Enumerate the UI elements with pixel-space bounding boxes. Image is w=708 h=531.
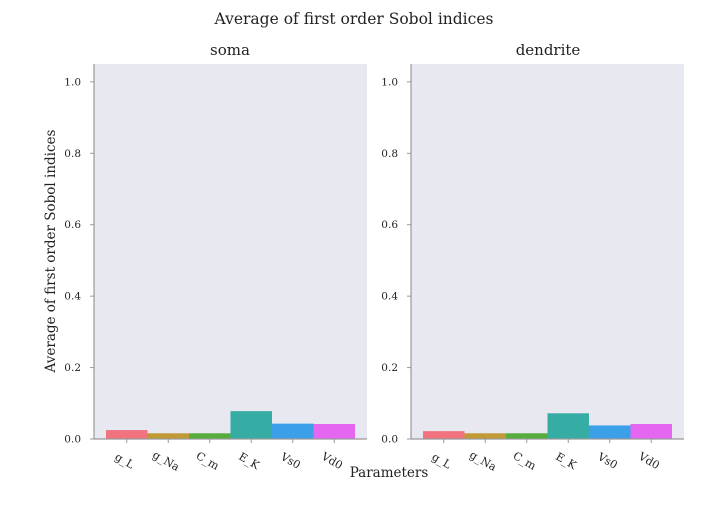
- soma-bar-g-l: [106, 430, 148, 439]
- soma-bar-c-m: [189, 433, 231, 439]
- dendrite-bar-vd0: [630, 424, 672, 439]
- soma-bar-vs0: [272, 423, 314, 439]
- dendrite-bar-vs0: [589, 425, 631, 439]
- figure-title: Average of first order Sobol indices: [214, 10, 494, 28]
- soma-y-tick-label: 0.2: [64, 362, 81, 374]
- soma-bar-vd0: [313, 424, 355, 439]
- dendrite-x-tick-label: g_Na: [467, 448, 499, 474]
- y-axis-label: Average of first order Sobol indices: [43, 129, 59, 373]
- dendrite-bar-g-l: [423, 431, 465, 439]
- dendrite-y-tick-label: 1.0: [381, 76, 398, 88]
- soma-x-tick-label: g_Na: [150, 448, 182, 474]
- dendrite-bar-c-m: [506, 433, 548, 439]
- dendrite-x-tick-label: E_K: [553, 450, 579, 473]
- dendrite-y-tick-label: 0.2: [381, 362, 398, 374]
- dendrite-panel-title: dendrite: [516, 41, 581, 59]
- dendrite-plot-area: [411, 64, 684, 439]
- soma-y-tick-label: 0.0: [64, 434, 81, 446]
- soma-x-tick-label: E_K: [236, 450, 262, 473]
- soma-x-tick-label: Vd0: [318, 449, 344, 472]
- soma-y-tick-label: 0.4: [64, 291, 81, 303]
- dendrite-y-tick-label: 0.6: [381, 219, 398, 231]
- soma-panel-title: soma: [210, 41, 250, 59]
- soma-bar-e-k: [230, 411, 272, 439]
- soma-x-tick-label: g_L: [113, 450, 137, 472]
- dendrite-y-tick-label: 0.4: [381, 291, 398, 303]
- dendrite-bar-g-na: [464, 433, 506, 439]
- dendrite-y-tick-label: 0.0: [381, 434, 398, 446]
- dendrite-x-tick-label: g_L: [430, 450, 454, 472]
- dendrite-x-tick-label: C_m: [511, 449, 539, 473]
- dendrite-x-tick-label: Vd0: [635, 449, 661, 472]
- soma-y-tick-label: 0.8: [64, 148, 81, 160]
- dendrite-x-tick-label: Vs0: [594, 450, 619, 472]
- soma-panel: soma g_L g_Na C_m E_K Vs0 Vd0 0.0 0.2 0.4 0.6 0.8 1…: [64, 41, 367, 474]
- dendrite-y-tick-label: 0.8: [381, 148, 398, 160]
- soma-y-tick-label: 1.0: [64, 76, 81, 88]
- soma-bar-g-na: [147, 433, 189, 439]
- dendrite-panel: dendrite g_L g_Na C_m E_K Vs0 Vd0 0.0 0.2 0.4 0.6…: [381, 41, 684, 474]
- dendrite-bar-e-k: [547, 413, 589, 439]
- soma-y-tick-label: 0.6: [64, 219, 81, 231]
- soma-plot-area: [94, 64, 367, 439]
- x-axis-label: Parameters: [350, 465, 429, 481]
- soma-x-tick-label: C_m: [194, 449, 222, 473]
- soma-x-tick-label: Vs0: [277, 450, 302, 472]
